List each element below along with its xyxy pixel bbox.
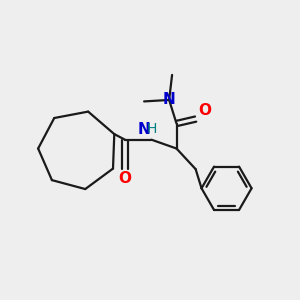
Text: O: O <box>199 103 212 118</box>
Text: O: O <box>118 171 131 186</box>
Text: N: N <box>137 122 150 137</box>
Text: N: N <box>163 92 175 107</box>
Text: H: H <box>146 122 157 136</box>
